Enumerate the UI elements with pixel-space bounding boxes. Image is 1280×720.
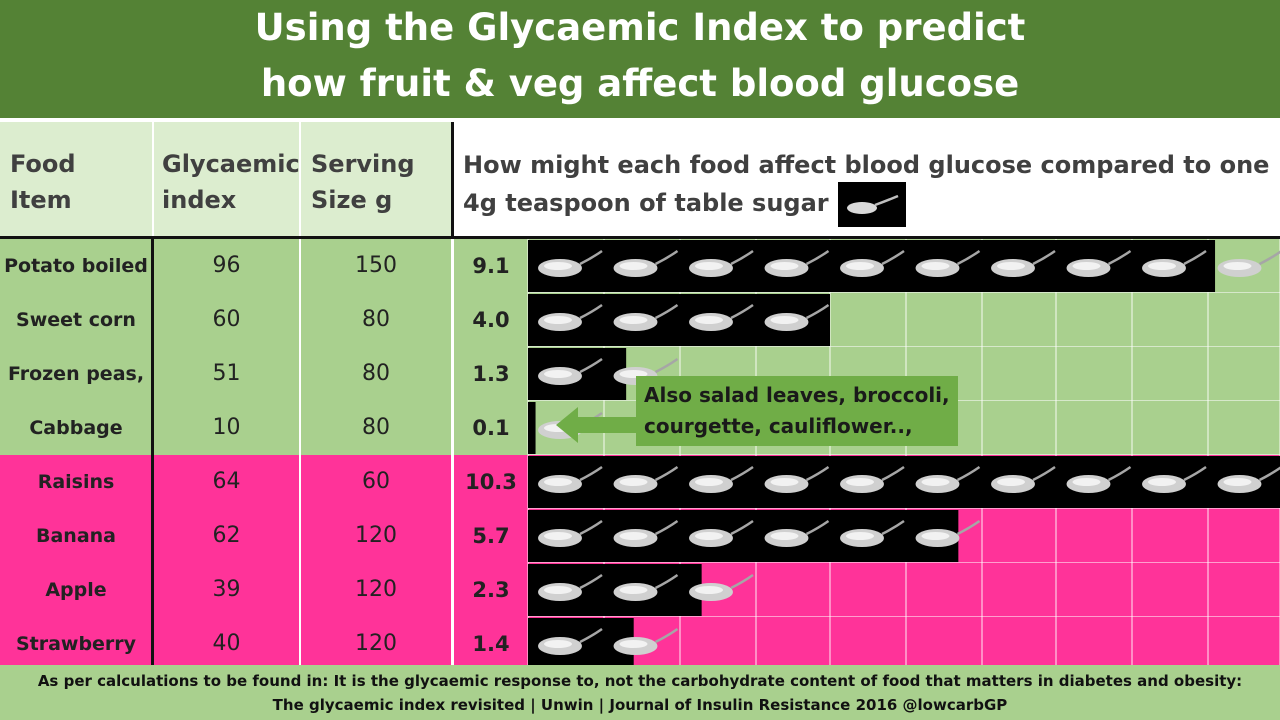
gi-cell: 10 xyxy=(154,401,299,455)
header-food-line1: Food xyxy=(10,150,76,178)
column-divider xyxy=(151,509,154,563)
header-desc-line1: How might each food affect blood glucose… xyxy=(463,151,1270,179)
teaspoon-value-cell: 4.0 xyxy=(454,293,528,347)
food-cell: Potato boiled xyxy=(0,239,152,293)
table-row: Strawberry 40 120 1.4 xyxy=(0,617,1280,671)
teaspoon-value-cell: 9.1 xyxy=(454,239,528,293)
table-row: Potato boiled 96 150 9.1 xyxy=(0,239,1280,293)
serving-cell: 80 xyxy=(301,401,451,455)
serving-cell: 120 xyxy=(301,563,451,617)
header-gi: Glycaemic index xyxy=(154,122,300,238)
column-divider xyxy=(151,347,154,401)
title-line-1: Using the Glycaemic Index to predict xyxy=(254,6,1026,49)
table-row: Sweet corn 60 80 4.0 xyxy=(0,293,1280,347)
footer-line1: As per calculations to be found in: It i… xyxy=(37,672,1243,690)
serving-cell: 80 xyxy=(301,293,451,347)
table-header: Food Item Glycaemic index Serving Size g… xyxy=(0,122,1280,238)
serving-cell: 60 xyxy=(301,455,451,509)
teaspoon-of-sugar-icon xyxy=(838,182,906,227)
serving-cell: 150 xyxy=(301,239,451,293)
column-divider xyxy=(151,563,154,617)
teaspoon-value-cell: 1.4 xyxy=(454,617,528,671)
teaspoon-value-cell: 10.3 xyxy=(454,455,528,509)
footer-citation: As per calculations to be found in: It i… xyxy=(0,665,1280,720)
teaspoon-value-cell: 1.3 xyxy=(454,347,528,401)
note-box: Also salad leaves, broccoli, courgette, … xyxy=(636,376,958,446)
column-divider xyxy=(151,617,154,671)
serving-cell: 120 xyxy=(301,509,451,563)
serving-cell: 80 xyxy=(301,347,451,401)
footer-line2: The glycaemic index revisited | Unwin | … xyxy=(272,696,1008,714)
header-divider xyxy=(451,122,454,238)
header-serving: Serving Size g xyxy=(301,122,451,238)
food-cell: Raisins xyxy=(0,455,152,509)
gi-cell: 62 xyxy=(154,509,299,563)
teaspoon-value-cell: 2.3 xyxy=(454,563,528,617)
header-food-line2: Item xyxy=(10,186,72,214)
gi-cell: 60 xyxy=(154,293,299,347)
title-line-2: how fruit & veg affect blood glucose xyxy=(260,62,1020,105)
serving-cell: 120 xyxy=(301,617,451,671)
food-cell: Sweet corn xyxy=(0,293,152,347)
header-bottom-rule xyxy=(0,236,1280,239)
gi-cell: 39 xyxy=(154,563,299,617)
food-cell: Banana xyxy=(0,509,152,563)
table-row: Raisins 64 60 10.3 xyxy=(0,455,1280,509)
header-description: How might each food affect blood glucose… xyxy=(455,122,1280,238)
gi-cell: 96 xyxy=(154,239,299,293)
note-line1: Also salad leaves, broccoli, xyxy=(644,383,950,407)
header-desc-line2: 4g teaspoon of table sugar xyxy=(463,189,829,217)
teaspoon-value-cell: 5.7 xyxy=(454,509,528,563)
header-serving-line1: Serving xyxy=(311,150,415,178)
table-row: Frozen peas, 51 80 1.3 xyxy=(0,347,1280,401)
left-arrow-icon xyxy=(556,407,638,443)
column-divider xyxy=(151,293,154,347)
column-divider xyxy=(151,455,154,509)
column-divider xyxy=(151,239,154,293)
gi-cell: 40 xyxy=(154,617,299,671)
column-divider xyxy=(151,401,154,455)
header-gi-line2: index xyxy=(162,186,237,214)
teaspoon-value-cell: 0.1 xyxy=(454,401,528,455)
note-line2: courgette, cauliflower.., xyxy=(644,414,913,438)
gi-cell: 64 xyxy=(154,455,299,509)
food-cell: Cabbage xyxy=(0,401,152,455)
title-bar: Using the Glycaemic Index to predict how… xyxy=(0,0,1280,118)
food-cell: Apple xyxy=(0,563,152,617)
table-row: Apple 39 120 2.3 xyxy=(0,563,1280,617)
gi-cell: 51 xyxy=(154,347,299,401)
food-cell: Frozen peas, xyxy=(0,347,152,401)
header-gi-line1: Glycaemic xyxy=(162,150,300,178)
table-row: Cabbage 10 80 0.1 xyxy=(0,401,1280,455)
header-serving-line2: Size g xyxy=(311,186,393,214)
header-food: Food Item xyxy=(0,122,152,238)
food-cell: Strawberry xyxy=(0,617,152,671)
table-row: Banana 62 120 5.7 xyxy=(0,509,1280,563)
